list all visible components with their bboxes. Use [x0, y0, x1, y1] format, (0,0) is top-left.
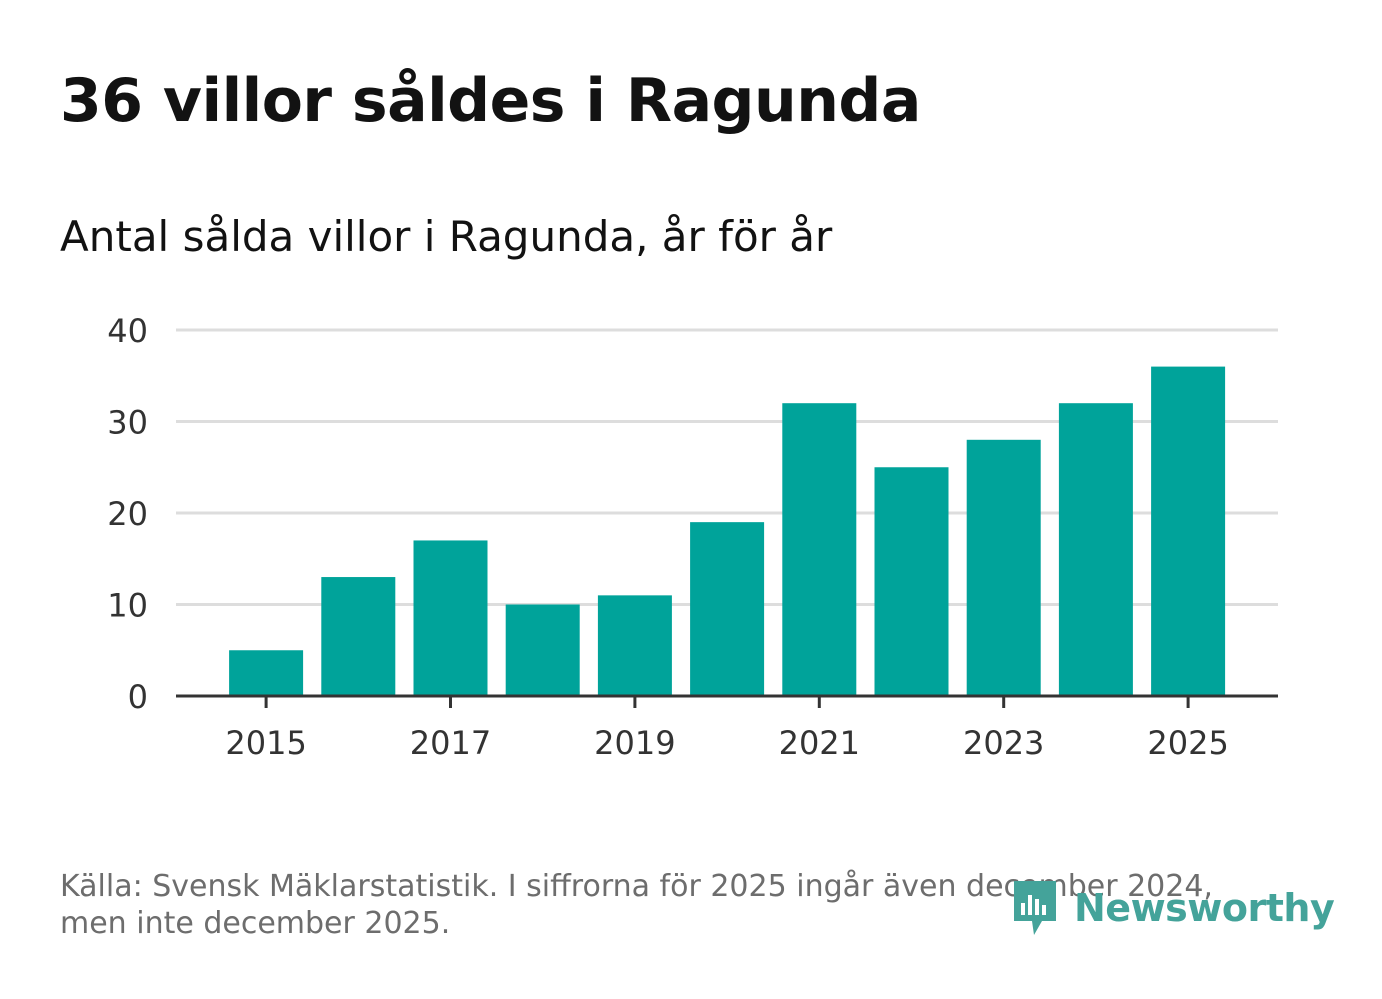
newsworthy-logo-icon [1014, 881, 1056, 935]
bar-2024 [1058, 403, 1133, 696]
bar-2017 [413, 540, 488, 696]
bar-2022 [874, 467, 949, 696]
bar-2023 [966, 439, 1041, 696]
bar-2021 [782, 403, 857, 696]
tick-labels: 0 10 20 30 40 2015 2017 2019 2021 2023 2025 [107, 312, 1229, 762]
bar-2019 [597, 595, 672, 696]
x-tick-label-2017: 2017 [410, 724, 491, 762]
x-tick-label-2025: 2025 [1147, 724, 1228, 762]
bar-2025 [1151, 366, 1226, 696]
bar-2020 [690, 522, 765, 696]
newsworthy-logo-text: Newsworthy [1074, 886, 1335, 930]
axes [176, 694, 1278, 708]
bars [229, 366, 1226, 696]
source-note-line-2: men inte december 2025. [60, 906, 451, 941]
x-tick-label-2021: 2021 [779, 724, 860, 762]
chart-title: 36 villor såldes i Ragunda [60, 66, 921, 136]
x-tick-label-2019: 2019 [594, 724, 675, 762]
bar-2016 [321, 577, 396, 696]
y-tick-label-40: 40 [107, 312, 148, 350]
y-tick-label-20: 20 [107, 495, 148, 533]
x-tick-label-2023: 2023 [963, 724, 1044, 762]
chart-subtitle: Antal sålda villor i Ragunda, år för år [60, 212, 833, 261]
y-tick-label-10: 10 [107, 587, 148, 625]
bar-2018 [505, 604, 580, 696]
y-tick-label-30: 30 [107, 404, 148, 442]
bar-2015 [229, 650, 304, 696]
newsworthy-logo: Newsworthy [1010, 876, 1335, 940]
y-tick-label-0: 0 [128, 678, 148, 716]
x-tick-label-2015: 2015 [225, 724, 306, 762]
